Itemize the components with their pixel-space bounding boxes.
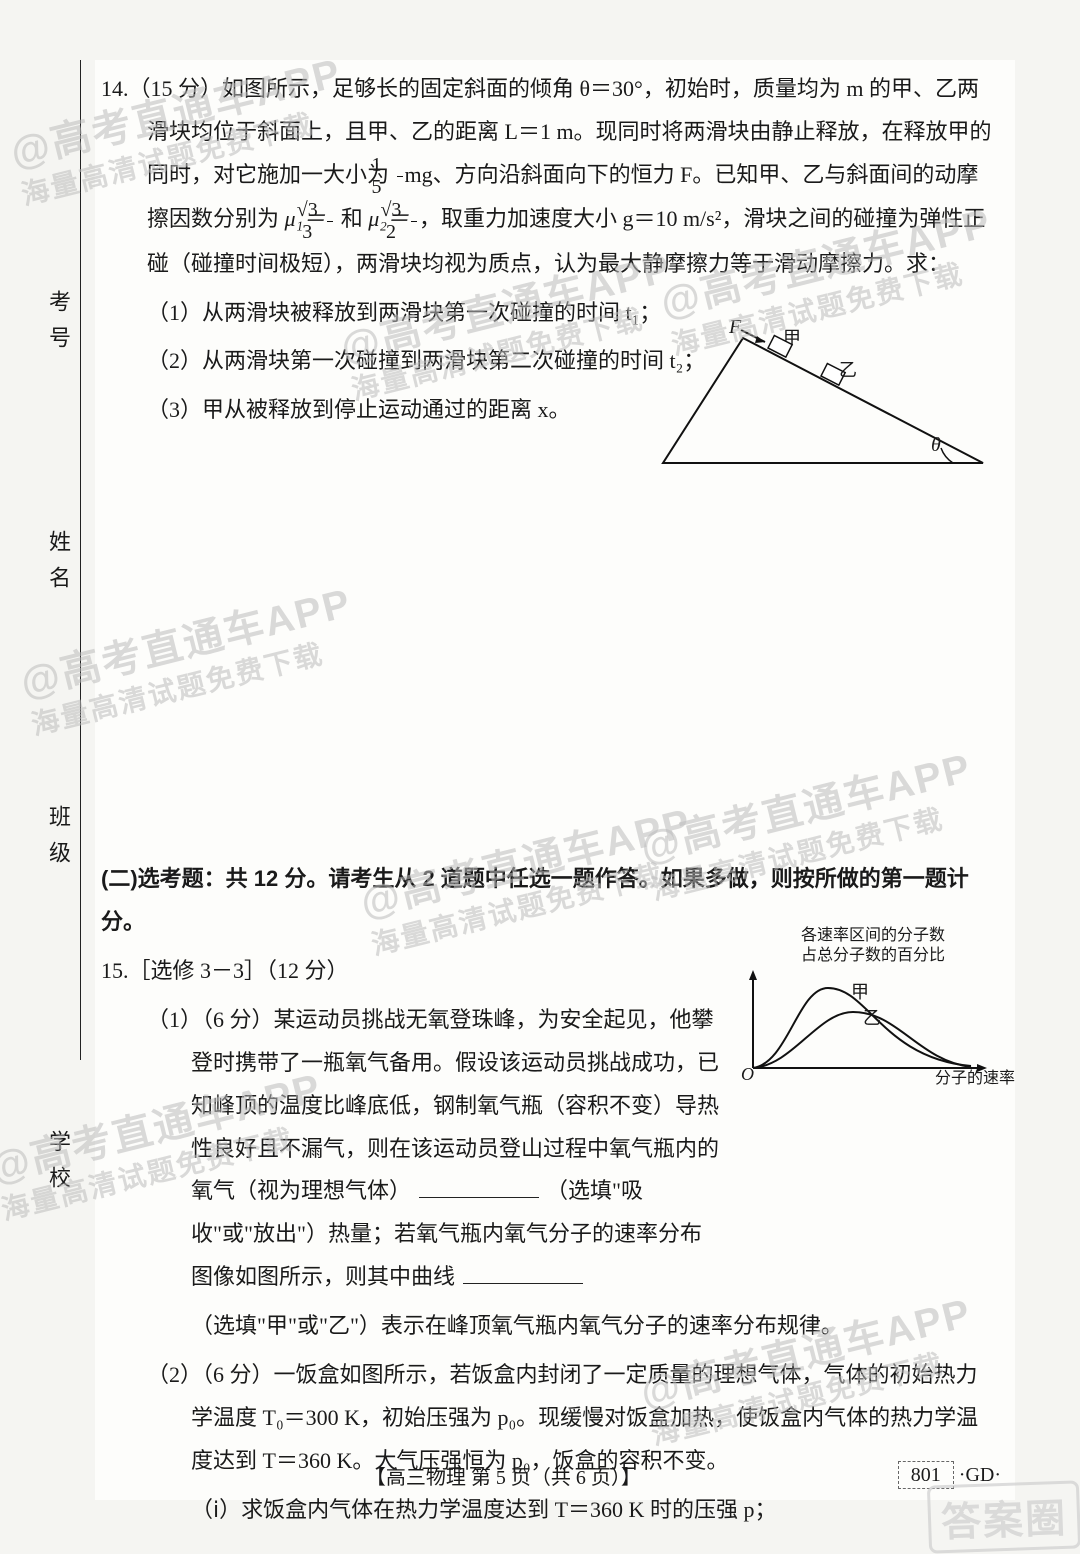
chart-yi: 乙 (863, 1004, 881, 1030)
margin-rule (80, 60, 81, 1060)
q15-p1: （1）（6 分）某运动员挑战无氧登珠峰，为安全起见，他攀登时携带了一瓶氧气备用。… (101, 999, 721, 1299)
stamp: 答案圈 (927, 1480, 1080, 1553)
blank-1 (419, 1176, 539, 1198)
blank-space (101, 438, 997, 858)
label-theta: θ (931, 434, 941, 457)
frac-rt3-3: √33 (327, 200, 333, 243)
q15-p1c: （选填"甲"或"乙"）表示在峰顶氧气瓶内氧气分子的速率分布规律。 (101, 1305, 997, 1348)
q14-label: 14.（15 分） (101, 76, 222, 101)
speed-distribution-chart: 各速率区间的分子数 占总分子数的百分比 甲 乙 O 分子的速率 (733, 926, 1013, 1101)
incline-diagram: F 甲 乙 θ (653, 328, 993, 478)
side-banji: 班级 (42, 805, 74, 877)
side-xingming: 姓名 (42, 530, 74, 602)
q15-p2b: （ⅰ）求饭盒内气体在热力学温度达到 T＝360 K 时的压强 p； (101, 1489, 997, 1532)
blank-2 (463, 1262, 583, 1284)
label-F: F (729, 316, 741, 339)
footer-center: 【高三物理 第 5 页（共 6 页）】 (366, 1461, 641, 1490)
q15-p1a: （1）（6 分）某运动员挑战无氧登珠峰，为安全起见，他攀登时携带了一瓶氧气备用。… (147, 1007, 719, 1204)
chart-O: O (741, 1064, 754, 1085)
frac-1-5: 15 (397, 155, 403, 198)
side-kaohao: 考号 (42, 290, 74, 362)
label-jia: 甲 (783, 324, 801, 350)
chart-ylabel2: 占总分子数的百分比 (733, 946, 1013, 966)
label-yi: 乙 (839, 356, 857, 382)
q14-line1: 14.（15 分）如图所示，足够长的固定斜面的倾角 θ＝30°，初始时，质量均为… (101, 68, 997, 286)
side-xuexiao: 学校 (42, 1130, 74, 1202)
chart-xlabel: 分子的速率 (935, 1064, 1015, 1088)
footer: 【高三物理 第 5 页（共 6 页）】 801 ·GD· (95, 1461, 1015, 1490)
frac-rt3-2: √32 (411, 200, 417, 243)
chart-ylabel1: 各速率区间的分子数 (733, 926, 1013, 946)
page: 14.（15 分）如图所示，足够长的固定斜面的倾角 θ＝30°，初始时，质量均为… (95, 60, 1015, 1500)
chart-jia: 甲 (851, 978, 869, 1004)
